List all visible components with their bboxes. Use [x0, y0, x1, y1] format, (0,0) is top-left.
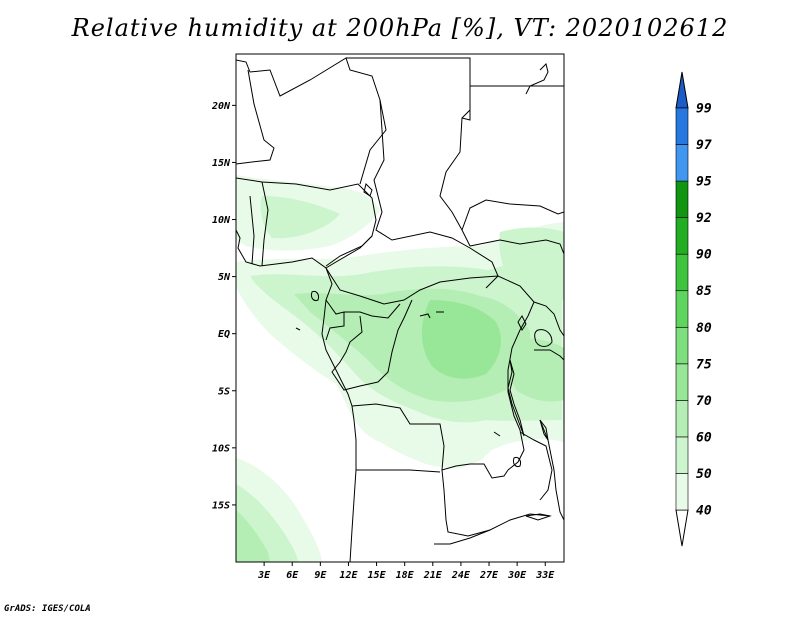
colorbar-segment: [675, 217, 689, 255]
humidity-shading: [236, 175, 564, 562]
colorbar-segment: [675, 180, 689, 218]
colorbar-level-label: 40: [696, 504, 712, 519]
colorbar-segment: [675, 473, 689, 511]
colorbar-level-label: 85: [696, 284, 712, 299]
lat-tick-label: 5S: [218, 386, 230, 397]
lon-tick-label: 9E: [314, 570, 327, 581]
colorbar-segment: [675, 107, 689, 145]
lat-tick-label: 15N: [212, 158, 231, 169]
colorbar-segment: [675, 436, 689, 474]
colorbar-segment: [675, 363, 689, 401]
lat-axis: 20N 15N 10N 5N EQ 5S 10S 15S: [211, 101, 236, 511]
country-borders: [236, 57, 564, 562]
lon-tick-label: 30E: [507, 570, 527, 581]
colorbar-segment: [675, 326, 689, 365]
colorbar-segment: [675, 144, 689, 182]
lon-tick-label: 21E: [423, 570, 443, 581]
lat-tick-label: 10S: [212, 443, 230, 454]
lat-tick-label: EQ: [218, 329, 230, 340]
colorbar-level-label: 97: [696, 138, 712, 153]
lat-tick-label: 15S: [212, 500, 230, 511]
colorbar-above-triangle: [675, 71, 689, 109]
lon-tick-label: 24E: [451, 570, 471, 581]
colorbar-level-label: 90: [696, 248, 712, 263]
lon-tick-label: 3E: [257, 570, 271, 581]
lakes: [295, 63, 553, 521]
colorbar: 40 50 60 70 75 80 85 90 92 95 97 99: [675, 71, 712, 547]
colorbar-level-label: 70: [696, 394, 712, 409]
lon-tick-label: 27E: [479, 570, 499, 581]
colorbar-segment: [675, 400, 689, 438]
map-title: Relative humidity at 200hPa [%], VT: 202…: [71, 14, 729, 42]
colorbar-below-triangle: [675, 509, 689, 547]
lon-tick-label: 33E: [535, 570, 555, 581]
map-frame: [235, 53, 565, 563]
lon-tick-label: 15E: [368, 570, 387, 581]
lat-tick-label: 20N: [211, 101, 231, 112]
lat-tick-label: 5N: [218, 272, 231, 283]
colorbar-level-label: 99: [696, 102, 712, 117]
lat-tick-label: 10N: [212, 215, 231, 226]
colorbar-segment: [675, 290, 689, 328]
colorbar-segment: [675, 253, 689, 292]
colorbar-level-label: 95: [696, 175, 712, 190]
colorbar-level-label: 60: [696, 430, 712, 445]
credit-label: GrADS: IGES/COLA: [4, 604, 91, 614]
lon-tick-label: 12E: [339, 570, 358, 581]
lon-tick-label: 18E: [396, 570, 415, 581]
colorbar-level-label: 80: [696, 321, 712, 336]
colorbar-level-label: 50: [696, 467, 712, 482]
lon-axis: 3E 6E 9E 12E 15E 18E 21E 24E 27E 30E 33E: [257, 562, 555, 581]
lon-tick-label: 6E: [286, 570, 299, 581]
colorbar-level-label: 92: [696, 211, 712, 226]
colorbar-level-label: 75: [696, 357, 712, 372]
